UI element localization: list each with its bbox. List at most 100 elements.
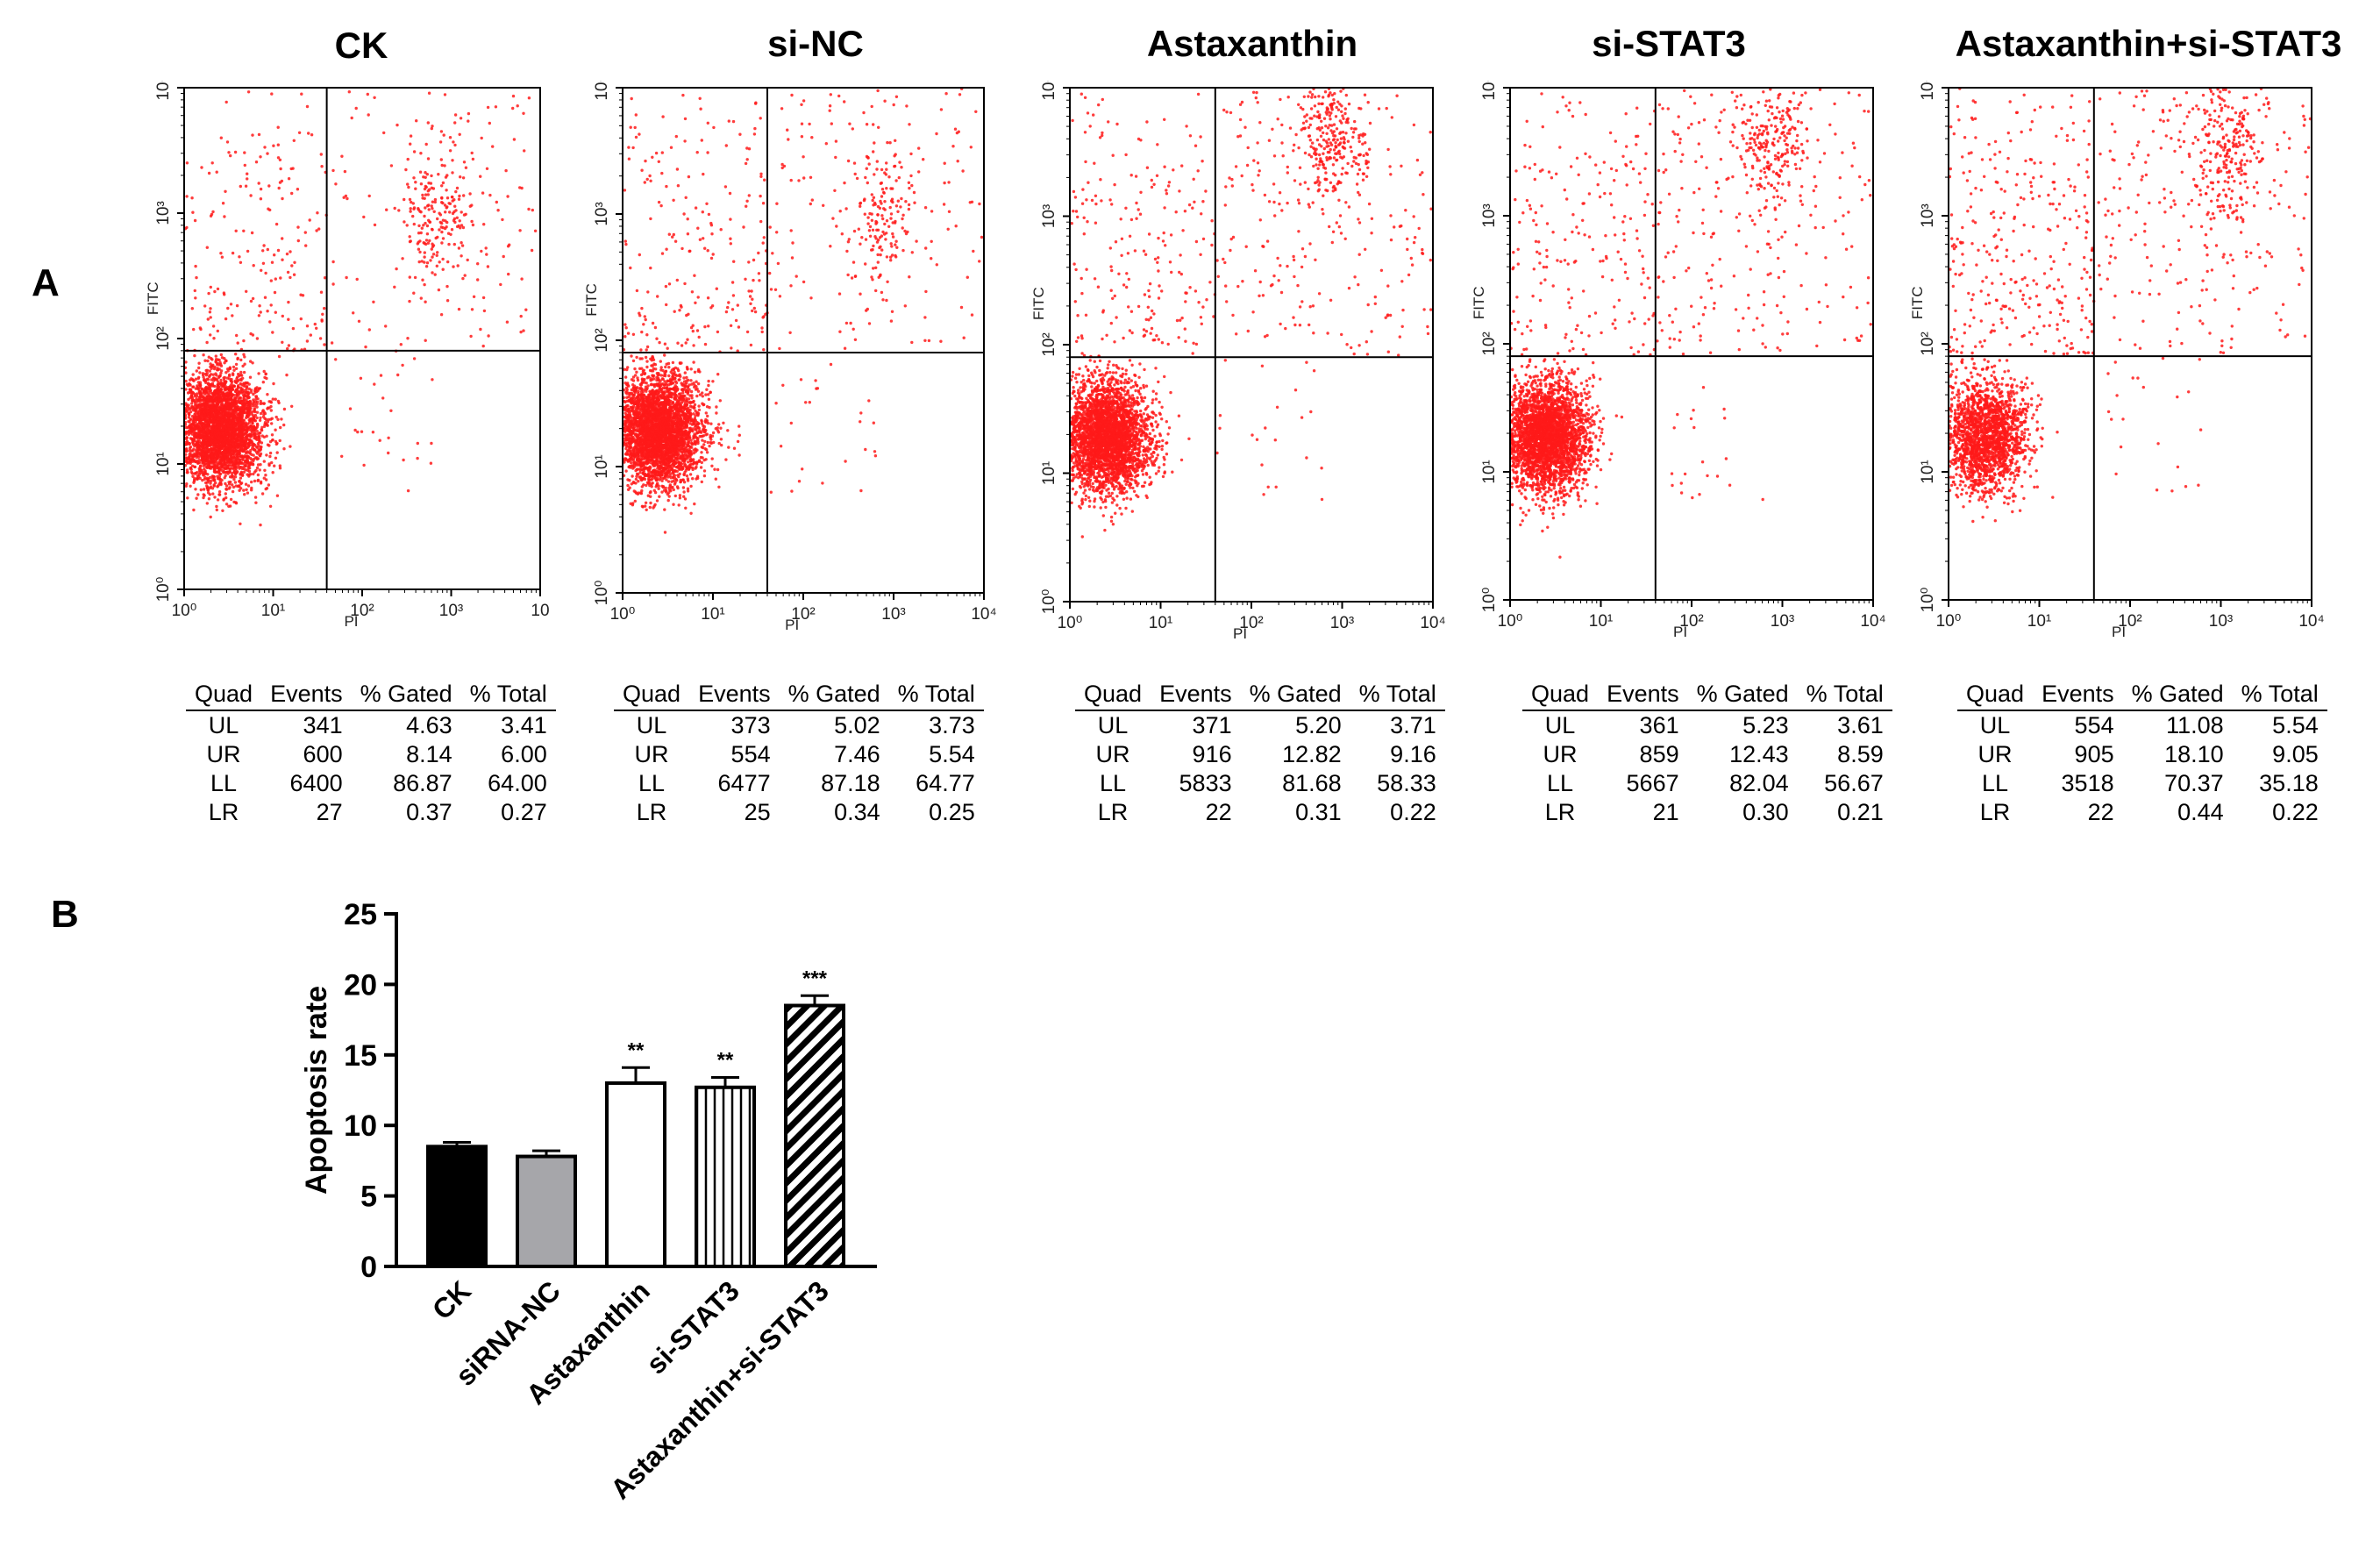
x-tick-label: 10² [350,602,374,620]
event-point-lower-left [232,485,236,489]
event-point-lower-left [228,424,232,428]
flow-title-astaxanthin-si-stat3: Astaxanthin+si-STAT3 [1955,23,2342,64]
event-point-lower-left [261,410,265,413]
event-point-lower-left [239,358,243,362]
event-point-upper-left [193,218,197,223]
event-point-upper-right [451,211,455,216]
event-point-lower-left [231,435,234,439]
event-point-upper-left [289,275,292,280]
event-point-upper-left [276,125,280,129]
event-point-upper-right [452,140,455,144]
event-point-lower-left [253,496,258,499]
event-point-lower-left [232,409,235,412]
event-point-upper-right [419,152,423,155]
event-point-upper-right [403,197,406,202]
event-point-upper-left [190,196,194,200]
event-point-upper-left [209,214,213,218]
event-point-lower-left [193,395,196,398]
event-point-upper-left [194,296,197,300]
event-point-upper-right [413,275,417,280]
event-point-upper-left [209,285,212,289]
event-point-lower-left [204,419,208,423]
event-point-upper-right [435,253,438,257]
event-point-lower-left [269,400,273,403]
event-point-lower-left [259,480,263,484]
event-point-lower-left [232,418,236,423]
event-point-upper-left [246,249,250,253]
event-point-lower-left [241,449,246,453]
event-point-upper-left [293,260,296,264]
event-point-lower-right [416,441,419,446]
event-point-upper-right [441,237,445,240]
event-point-lower-left [274,415,278,419]
event-point-upper-right [460,241,463,245]
event-point-lower-left [189,429,193,432]
event-point-upper-right [519,330,523,334]
event-point-upper-right [461,176,466,180]
event-point-lower-left [263,417,267,420]
event-point-lower-left [255,410,260,414]
event-point-lower-left [269,417,273,421]
event-point-lower-left [201,478,204,482]
event-point-upper-left [224,100,228,104]
event-point-upper-left [271,331,274,334]
event-point-lower-left [189,466,193,470]
event-point-upper-right [419,210,423,214]
event-point-upper-right [495,200,498,204]
event-point-upper-left [316,211,319,215]
event-point-lower-left [196,386,200,389]
event-point-upper-right [450,228,454,232]
event-point-lower-right [340,454,344,458]
event-point-upper-left [242,339,246,343]
event-point-lower-left [196,417,201,421]
event-point-lower-left [271,397,274,401]
event-point-lower-left [250,480,253,484]
event-point-upper-right [438,220,442,225]
event-point-lower-left [217,416,221,419]
event-point-lower-left [672,488,675,492]
event-point-lower-left [194,488,197,491]
event-point-lower-left [247,434,252,438]
event-point-upper-right [425,261,430,265]
event-point-lower-left [220,382,224,385]
event-point-lower-left [187,420,190,424]
event-point-upper-left [285,252,289,256]
event-point-lower-left [242,439,246,443]
event-point-upper-right [438,260,441,264]
event-point-lower-left [216,485,219,489]
event-point-upper-right [458,132,461,136]
event-point-lower-left [259,447,263,451]
event-point-upper-right [417,207,420,210]
event-point-lower-left [264,478,268,481]
event-point-lower-left [215,390,219,394]
event-point-lower-right [334,358,338,361]
event-point-lower-left [255,403,259,406]
event-point-upper-left [208,310,212,314]
event-point-lower-right [429,461,433,465]
event-point-lower-left [200,459,203,462]
event-point-lower-left [217,398,220,402]
event-point-lower-left [239,391,244,395]
event-point-lower-left [246,413,250,417]
event-point-lower-left [188,457,192,460]
event-point-lower-left [223,460,227,464]
event-point-upper-right [458,194,461,198]
event-point-lower-left [682,376,686,380]
event-point-upper-right [401,257,404,260]
event-point-lower-left [224,429,228,432]
event-point-lower-left [232,399,236,403]
event-point-lower-left [219,463,223,467]
event-point-lower-left [227,470,231,474]
event-point-lower-left [266,420,270,424]
event-point-lower-left [228,463,232,467]
event-point-lower-left [210,378,213,382]
event-point-lower-left [223,476,226,480]
event-point-upper-right [424,184,427,189]
event-point-upper-right [431,253,436,256]
event-point-lower-left [202,464,205,467]
event-point-lower-left [700,422,704,425]
event-point-lower-left [210,421,215,424]
event-point-lower-left [202,389,206,393]
event-point-lower-left [197,410,201,415]
event-point-lower-left [202,496,205,500]
